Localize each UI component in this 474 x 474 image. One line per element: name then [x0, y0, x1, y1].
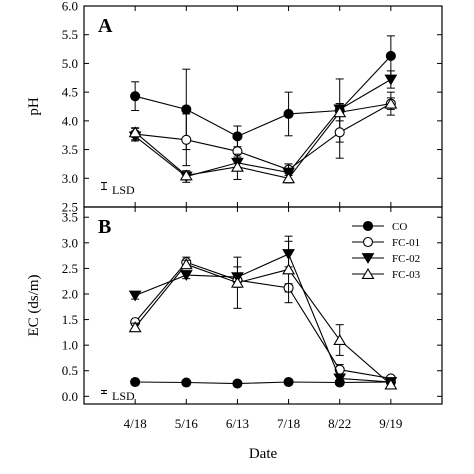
y-tick-label: 3.0 — [62, 235, 78, 250]
series-fc-01 — [130, 91, 396, 176]
series-line — [135, 103, 392, 171]
data-point — [385, 50, 396, 62]
legend-marker — [361, 267, 375, 279]
y-tick-label: 5.5 — [62, 27, 78, 42]
data-point — [181, 134, 192, 145]
x-tick-label: 8/22 — [328, 416, 351, 431]
series-line — [135, 55, 392, 137]
data-point — [130, 91, 141, 102]
series-line — [134, 103, 391, 179]
y-tick-label: 0.0 — [62, 389, 78, 404]
y-tick-label: 0.5 — [62, 363, 78, 378]
y-tick-label: 3.0 — [62, 171, 78, 186]
data-point — [128, 290, 142, 302]
y-tick-label: 2.5 — [62, 200, 78, 215]
legend-marker — [362, 220, 374, 232]
y-tick-label: 2.0 — [62, 286, 78, 301]
data-point — [283, 376, 294, 388]
x-tick-label: 6/13 — [226, 416, 249, 431]
legend-label: FC-03 — [392, 269, 421, 281]
data-point — [230, 276, 244, 288]
data-point — [333, 373, 347, 385]
legend-marker — [362, 236, 374, 248]
series-line — [134, 79, 392, 178]
x-axis-label: Date — [249, 446, 278, 462]
y-tick-label: 1.0 — [62, 338, 78, 353]
series-fc-03 — [128, 235, 398, 390]
panel-a: 2.5 3.0 3.5 4.0 4.5 5.0 5.5 6.0 pH A LSD — [26, 0, 443, 215]
shared-x-axis: 4/18 5/16 6/13 7/18 8/22 9/19 Date — [124, 416, 403, 462]
y-tick-label: 6.0 — [62, 0, 78, 14]
x-tick-label: 4/18 — [124, 416, 147, 431]
legend: CO FC-01 FC-02 FC-03 — [352, 220, 421, 281]
data-point — [230, 160, 244, 172]
data-point — [179, 258, 193, 270]
panel-b: 0.0 0.5 1.0 1.5 2.0 2.5 3.0 3.5 EC (ds/m) B LSD — [26, 206, 443, 405]
lsd-label: LSD — [112, 389, 135, 403]
data-point — [179, 169, 193, 181]
series-fc-03 — [128, 97, 398, 184]
x-tick-label: 7/18 — [277, 416, 300, 431]
legend-label: FC-01 — [392, 237, 420, 249]
data-point — [384, 97, 398, 109]
series-line — [135, 381, 391, 385]
data-point — [181, 377, 192, 388]
panel-label: B — [98, 216, 111, 238]
series-fc-02 — [128, 70, 398, 183]
data-point — [130, 376, 141, 388]
data-point — [128, 321, 142, 333]
data-point — [334, 127, 345, 138]
data-point — [128, 126, 142, 138]
y-axis-label: pH — [26, 97, 42, 116]
y-tick-label: 2.5 — [62, 261, 78, 276]
data-point — [283, 108, 294, 120]
data-point — [384, 74, 398, 86]
series-line — [134, 253, 391, 383]
data-point — [333, 334, 347, 345]
plot-frame — [83, 206, 443, 405]
series-line — [134, 263, 392, 385]
data-point — [333, 106, 347, 118]
y-tick-label: 4.0 — [62, 113, 78, 128]
y-tick-label: 3.5 — [62, 142, 78, 157]
series-co — [130, 35, 396, 151]
y-axis-label: EC (ds/m) — [26, 274, 42, 336]
legend-label: FC-02 — [392, 253, 420, 265]
legend-marker — [361, 253, 375, 264]
x-tick-label: 9/19 — [379, 416, 402, 431]
data-point — [282, 172, 296, 184]
lsd-label: LSD — [112, 183, 135, 197]
y-tick-label: 5.0 — [62, 56, 78, 71]
data-point — [282, 263, 296, 275]
data-point — [179, 270, 193, 281]
x-tick-label: 5/16 — [175, 416, 199, 431]
series-line — [134, 261, 391, 379]
legend-label: CO — [392, 221, 407, 233]
data-point — [384, 378, 398, 390]
y-tick-label: 1.5 — [62, 312, 78, 327]
y-tick-label: 3.5 — [62, 210, 78, 225]
y-tick-label: 4.5 — [62, 85, 78, 100]
panel-label: A — [98, 15, 113, 37]
series-fc-02 — [128, 240, 398, 388]
data-point — [232, 378, 243, 389]
data-point — [181, 104, 192, 115]
